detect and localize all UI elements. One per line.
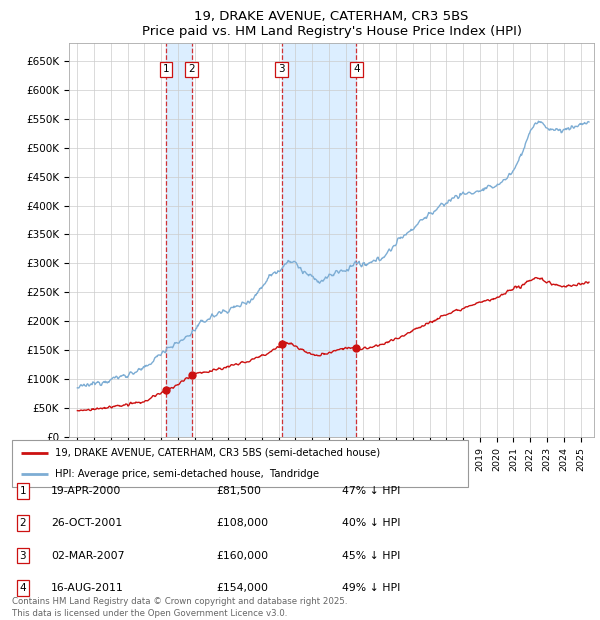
Text: 16-AUG-2011: 16-AUG-2011 (51, 583, 124, 593)
Bar (281, 43, 356, 437)
Text: Contains HM Land Registry data © Crown copyright and database right 2025.
This d: Contains HM Land Registry data © Crown c… (12, 596, 347, 618)
Text: £81,500: £81,500 (216, 486, 261, 496)
Text: 26-OCT-2001: 26-OCT-2001 (51, 518, 122, 528)
Text: 1: 1 (163, 64, 169, 74)
Text: £108,000: £108,000 (216, 518, 268, 528)
Text: 3: 3 (19, 551, 26, 560)
Text: 49% ↓ HPI: 49% ↓ HPI (342, 583, 400, 593)
Text: 19-APR-2000: 19-APR-2000 (51, 486, 121, 496)
Text: 19, DRAKE AVENUE, CATERHAM, CR3 5BS (semi-detached house): 19, DRAKE AVENUE, CATERHAM, CR3 5BS (sem… (55, 448, 380, 458)
Text: 47% ↓ HPI: 47% ↓ HPI (342, 486, 400, 496)
Text: 4: 4 (353, 64, 359, 74)
Text: 45% ↓ HPI: 45% ↓ HPI (342, 551, 400, 560)
Text: 02-MAR-2007: 02-MAR-2007 (51, 551, 125, 560)
Bar (166, 43, 191, 437)
Title: 19, DRAKE AVENUE, CATERHAM, CR3 5BS
Price paid vs. HM Land Registry's House Pric: 19, DRAKE AVENUE, CATERHAM, CR3 5BS Pric… (142, 10, 521, 38)
Text: 4: 4 (19, 583, 26, 593)
Text: 1: 1 (19, 486, 26, 496)
Text: 40% ↓ HPI: 40% ↓ HPI (342, 518, 401, 528)
Text: £154,000: £154,000 (216, 583, 268, 593)
FancyBboxPatch shape (12, 440, 468, 487)
Text: HPI: Average price, semi-detached house,  Tandridge: HPI: Average price, semi-detached house,… (55, 469, 319, 479)
Text: 2: 2 (188, 64, 195, 74)
Text: 3: 3 (278, 64, 285, 74)
Text: 2: 2 (19, 518, 26, 528)
Text: £160,000: £160,000 (216, 551, 268, 560)
